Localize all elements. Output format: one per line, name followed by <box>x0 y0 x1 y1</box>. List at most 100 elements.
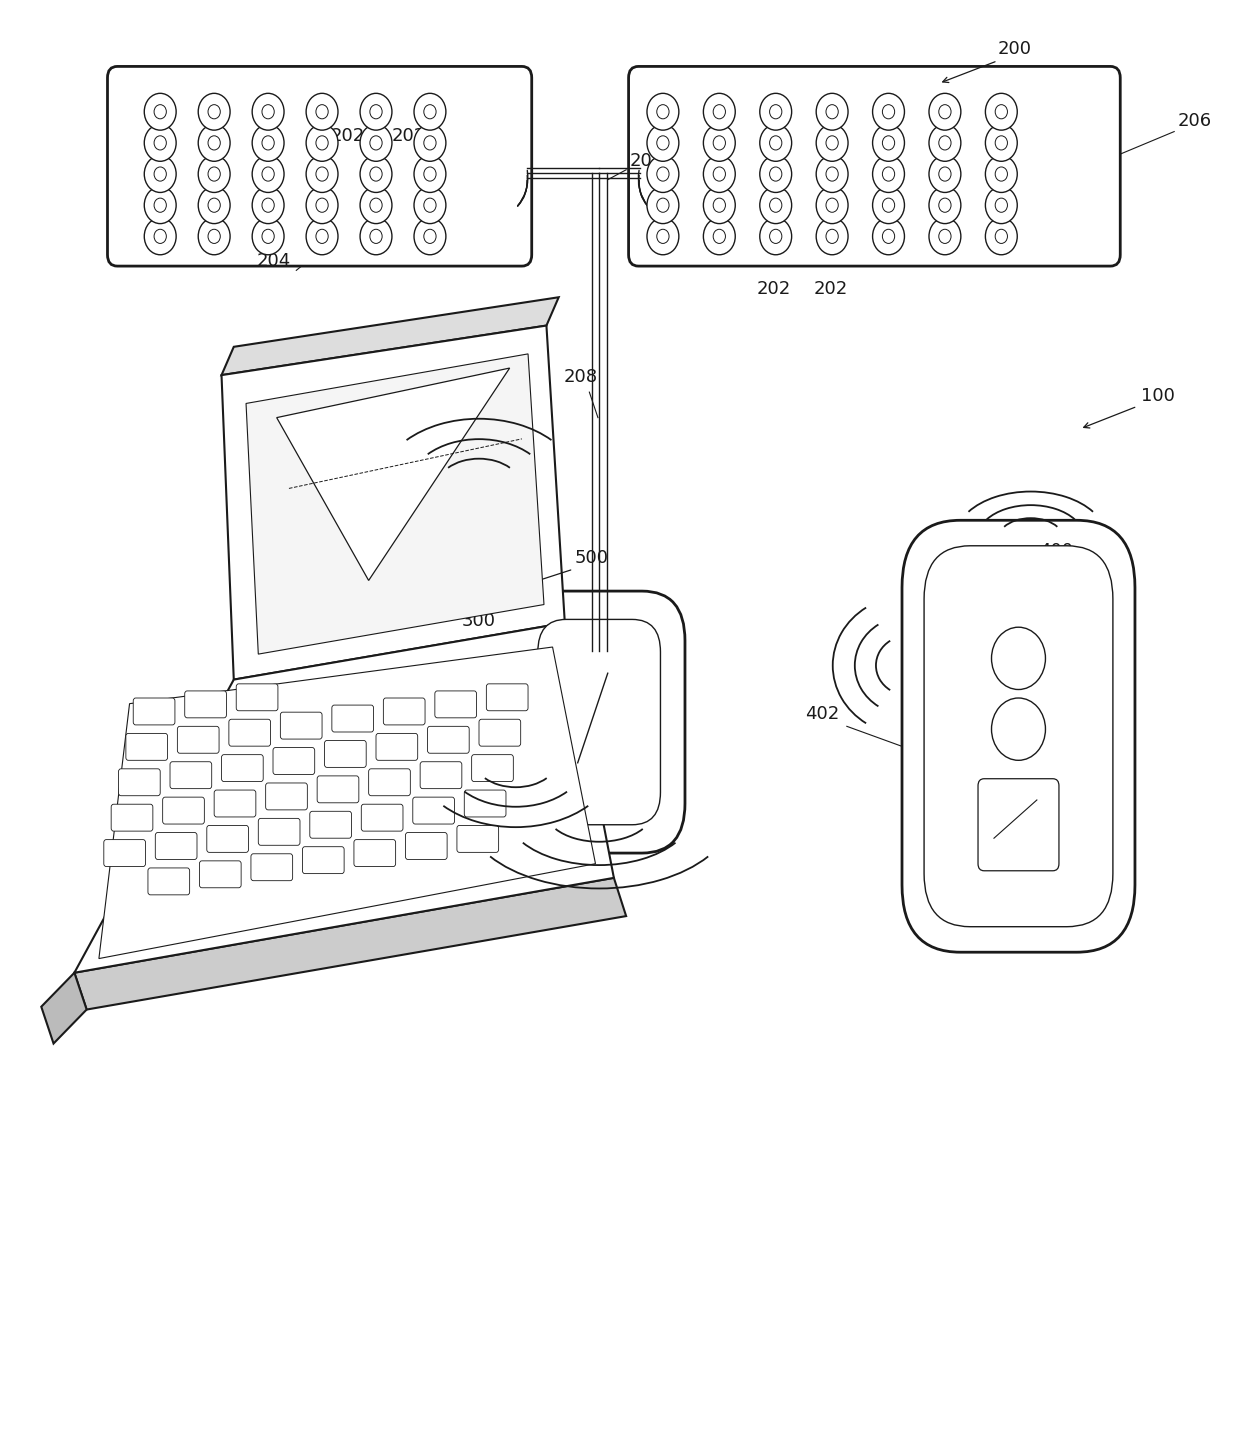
Circle shape <box>760 187 791 223</box>
Circle shape <box>873 93 904 130</box>
FancyBboxPatch shape <box>126 734 167 761</box>
FancyBboxPatch shape <box>978 779 1059 871</box>
Circle shape <box>770 229 782 243</box>
Circle shape <box>760 124 791 162</box>
FancyBboxPatch shape <box>280 712 322 739</box>
FancyBboxPatch shape <box>133 698 175 725</box>
Circle shape <box>144 124 176 162</box>
Text: 208: 208 <box>564 368 598 386</box>
FancyBboxPatch shape <box>215 789 255 817</box>
FancyBboxPatch shape <box>258 818 300 845</box>
Circle shape <box>826 167 838 182</box>
Circle shape <box>414 93 446 130</box>
Circle shape <box>306 93 339 130</box>
Circle shape <box>360 187 392 223</box>
Circle shape <box>154 199 166 212</box>
Circle shape <box>703 217 735 255</box>
Circle shape <box>939 136 951 150</box>
FancyBboxPatch shape <box>538 619 661 825</box>
Circle shape <box>424 167 436 182</box>
Circle shape <box>208 136 221 150</box>
Text: 402: 402 <box>805 705 839 724</box>
Circle shape <box>826 136 838 150</box>
Text: 500: 500 <box>574 549 609 568</box>
Circle shape <box>414 187 446 223</box>
Circle shape <box>208 167 221 182</box>
Circle shape <box>873 156 904 193</box>
Circle shape <box>316 229 329 243</box>
Circle shape <box>414 156 446 193</box>
FancyBboxPatch shape <box>185 691 227 718</box>
Circle shape <box>316 199 329 212</box>
Circle shape <box>986 217 1017 255</box>
Text: 202: 202 <box>756 280 790 299</box>
Text: 206: 206 <box>1178 112 1211 130</box>
FancyBboxPatch shape <box>222 755 263 782</box>
FancyBboxPatch shape <box>155 832 197 859</box>
Circle shape <box>647 217 678 255</box>
FancyBboxPatch shape <box>148 868 190 895</box>
Text: 200: 200 <box>998 40 1032 57</box>
Circle shape <box>144 217 176 255</box>
Circle shape <box>306 187 339 223</box>
Circle shape <box>929 93 961 130</box>
Polygon shape <box>246 353 544 654</box>
Circle shape <box>252 217 284 255</box>
Circle shape <box>883 136 894 150</box>
Circle shape <box>992 698 1045 761</box>
Circle shape <box>424 136 436 150</box>
Polygon shape <box>74 623 614 972</box>
Circle shape <box>873 217 904 255</box>
Circle shape <box>154 167 166 182</box>
FancyBboxPatch shape <box>229 719 270 746</box>
Polygon shape <box>277 368 510 581</box>
Circle shape <box>826 229 838 243</box>
Text: 202: 202 <box>392 127 427 146</box>
FancyBboxPatch shape <box>420 762 461 788</box>
Circle shape <box>144 93 176 130</box>
Circle shape <box>883 104 894 119</box>
Circle shape <box>816 124 848 162</box>
Circle shape <box>939 104 951 119</box>
Circle shape <box>703 93 735 130</box>
Circle shape <box>996 136 1007 150</box>
Circle shape <box>370 136 382 150</box>
Circle shape <box>198 93 231 130</box>
Circle shape <box>770 199 782 212</box>
Circle shape <box>657 167 670 182</box>
Circle shape <box>306 217 339 255</box>
FancyBboxPatch shape <box>361 804 403 831</box>
Circle shape <box>816 156 848 193</box>
Polygon shape <box>41 972 87 1044</box>
Circle shape <box>370 229 382 243</box>
Circle shape <box>252 93 284 130</box>
FancyBboxPatch shape <box>273 748 315 775</box>
Circle shape <box>703 156 735 193</box>
FancyBboxPatch shape <box>435 691 476 718</box>
Circle shape <box>316 167 329 182</box>
Circle shape <box>262 104 274 119</box>
Circle shape <box>657 199 670 212</box>
Circle shape <box>996 199 1007 212</box>
FancyBboxPatch shape <box>486 684 528 711</box>
FancyBboxPatch shape <box>303 847 345 874</box>
Circle shape <box>657 136 670 150</box>
Circle shape <box>816 93 848 130</box>
FancyBboxPatch shape <box>924 546 1112 927</box>
Circle shape <box>208 199 221 212</box>
FancyBboxPatch shape <box>207 825 248 852</box>
FancyBboxPatch shape <box>479 719 521 746</box>
FancyBboxPatch shape <box>456 825 498 852</box>
Circle shape <box>154 104 166 119</box>
FancyBboxPatch shape <box>376 734 418 761</box>
Circle shape <box>770 167 782 182</box>
Circle shape <box>208 104 221 119</box>
FancyBboxPatch shape <box>200 861 241 888</box>
Circle shape <box>826 199 838 212</box>
FancyBboxPatch shape <box>119 769 160 795</box>
Circle shape <box>873 124 904 162</box>
Circle shape <box>760 93 791 130</box>
Circle shape <box>770 104 782 119</box>
FancyBboxPatch shape <box>177 726 219 754</box>
Circle shape <box>262 229 274 243</box>
